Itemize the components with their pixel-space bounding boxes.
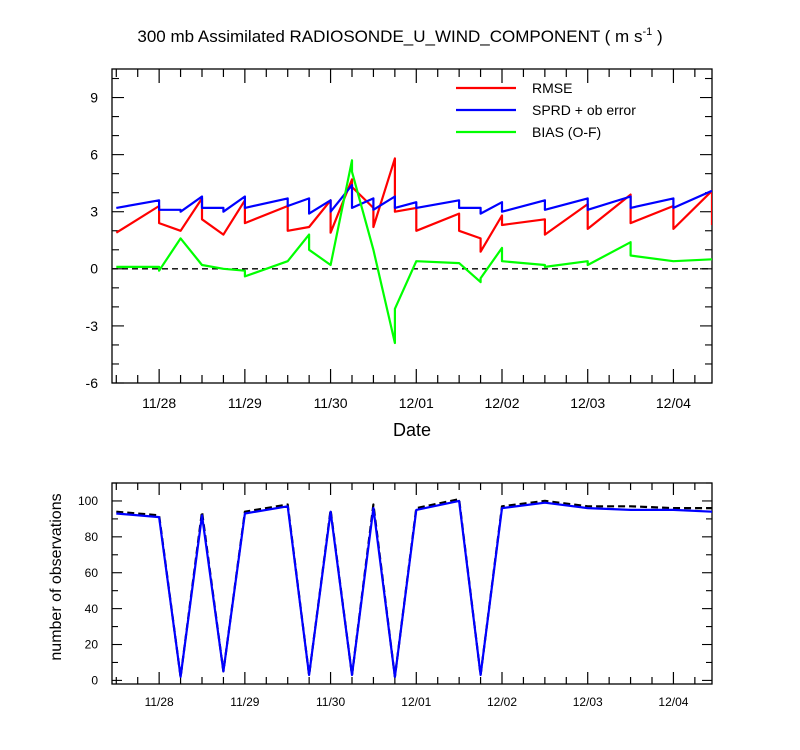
x-tick-label: 11/29 [230, 695, 259, 709]
y-tick-label: 0 [91, 674, 98, 688]
y-tick-label: 40 [85, 602, 99, 616]
x-tick-label: 12/01 [401, 695, 431, 709]
y-tick-label: 9 [90, 89, 98, 105]
x-tick-label: 12/01 [399, 395, 434, 411]
series-line-observations-solid [116, 499, 712, 678]
title-end: ) [652, 27, 662, 46]
bottom-chart-panel: 11/28 11/29 11/30 12/01 12/02 12/03 12/04 0 20 40… [78, 482, 713, 709]
title-unit-power: -1 [642, 26, 652, 38]
x-tick-label: 12/04 [658, 695, 688, 709]
y-tick-label: 60 [85, 566, 99, 580]
plot-frame [111, 482, 713, 685]
x-tick-label: 12/02 [484, 395, 519, 411]
top-chart-panel: 11/28 11/29 11/30 12/01 12/02 12/03 12/04 -6 -3 0… [86, 68, 713, 411]
y-tick-label: 100 [78, 494, 98, 508]
y-tick-label: -3 [86, 318, 99, 334]
x-tick-label: 12/03 [570, 395, 605, 411]
top-x-axis-label: Date [393, 420, 431, 440]
series-line-observations-dashed [116, 498, 712, 678]
legend-label: SPRD + ob error [532, 102, 636, 118]
x-tick-label: 12/04 [656, 395, 691, 411]
series-line-bias-o-f [116, 159, 712, 345]
x-tick-label: 11/30 [314, 395, 348, 411]
legend-label: BIAS (O-F) [532, 124, 601, 140]
x-tick-label: 12/03 [573, 695, 603, 709]
x-tick-label: 11/28 [145, 695, 174, 709]
legend-label: RMSE [532, 80, 572, 96]
x-tick-label: 11/30 [316, 695, 345, 709]
bottom-y-axis-label: number of observations [48, 493, 65, 660]
series-line-sprd-ob-error [116, 184, 712, 215]
y-tick-label: 3 [90, 204, 98, 220]
y-tick-label: -6 [86, 375, 99, 391]
y-tick-label: 6 [90, 147, 98, 163]
x-tick-label: 11/29 [228, 395, 262, 411]
y-tick-label: 20 [85, 638, 99, 652]
y-tick-label: 0 [90, 261, 98, 277]
series-line-rmse [115, 157, 712, 253]
x-tick-label: 12/02 [487, 695, 517, 709]
plot-frame [111, 68, 713, 384]
y-tick-label: 80 [85, 530, 99, 544]
chart-title: 300 mb Assimilated RADIOSONDE_U_WIND_COM… [137, 26, 662, 46]
x-tick-label: 11/28 [142, 395, 176, 411]
